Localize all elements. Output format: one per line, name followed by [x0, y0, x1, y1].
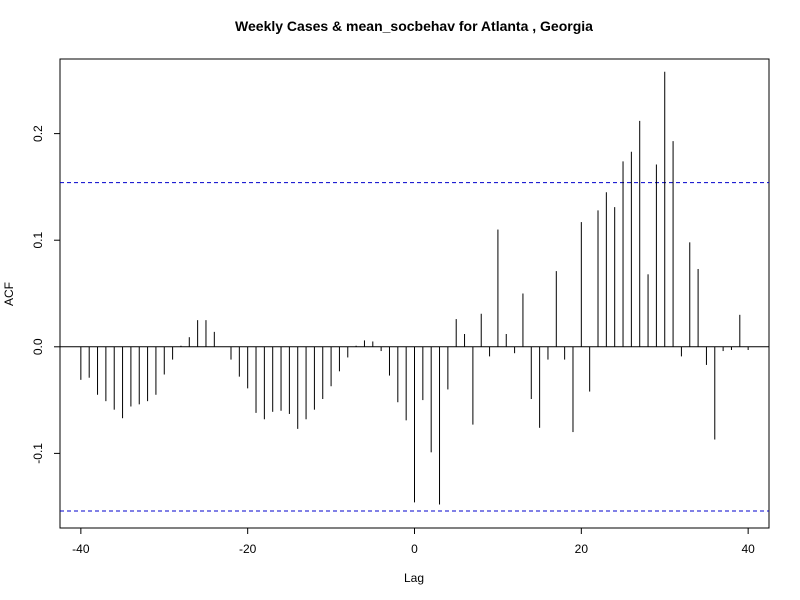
x-tick-label: 40 [741, 542, 755, 556]
y-tick-label: 0.2 [31, 125, 45, 142]
y-axis-label: ACF [2, 282, 16, 306]
x-tick-label: 20 [575, 542, 589, 556]
chart-axes: -40 -20 0 20 40 -0.1 0.0 0.1 0.2 [31, 125, 755, 556]
chart-title: Weekly Cases & mean_socbehav for Atlanta… [235, 18, 593, 34]
y-tick-label: -0.1 [31, 443, 45, 464]
chart-marks [60, 71, 769, 512]
y-tick-label: 0.0 [31, 338, 45, 355]
x-tick-label: 0 [411, 542, 418, 556]
y-tick-label: 0.1 [31, 232, 45, 249]
x-tick-label: -20 [239, 542, 257, 556]
x-tick-label: -40 [72, 542, 90, 556]
x-axis-label: Lag [404, 571, 424, 585]
